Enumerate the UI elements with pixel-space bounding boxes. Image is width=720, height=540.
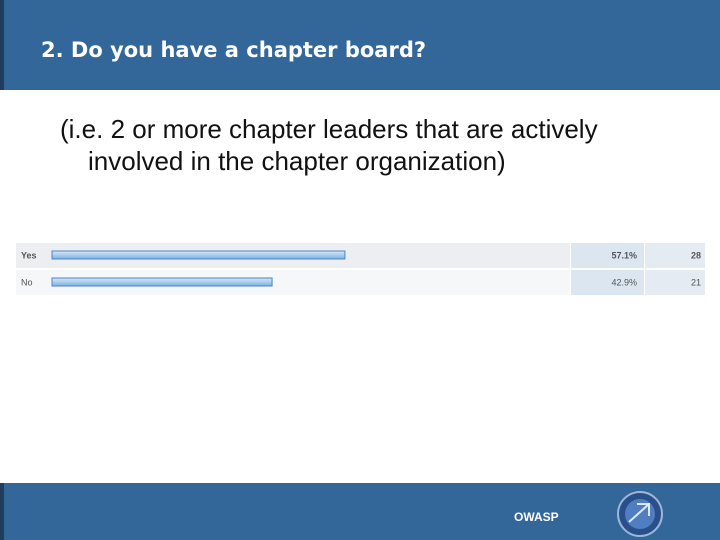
slide-title: 2. Do you have a chapter board?: [41, 38, 427, 62]
footer-bar: [0, 483, 720, 540]
bar: [51, 250, 346, 260]
bar: [51, 277, 273, 287]
pct-cell-bg: [571, 243, 644, 268]
header-bar: [0, 0, 720, 90]
count-cell-bg: [645, 243, 705, 268]
count-label: 28: [691, 250, 701, 260]
logo: [617, 491, 663, 537]
subtitle: (i.e. 2 or more chapter leaders that are…: [60, 114, 598, 176]
count-label: 21: [691, 277, 701, 287]
category-label: No: [21, 277, 33, 287]
category-label: Yes: [21, 250, 37, 260]
percent-label: 42.9%: [611, 277, 637, 287]
footer-label: OWASP: [514, 510, 559, 524]
pct-cell-bg: [571, 270, 644, 295]
percent-label: 57.1%: [611, 250, 637, 260]
count-cell-bg: [645, 270, 705, 295]
results-table: Yes 57.1% 28 No 42.9% 21: [16, 243, 705, 295]
